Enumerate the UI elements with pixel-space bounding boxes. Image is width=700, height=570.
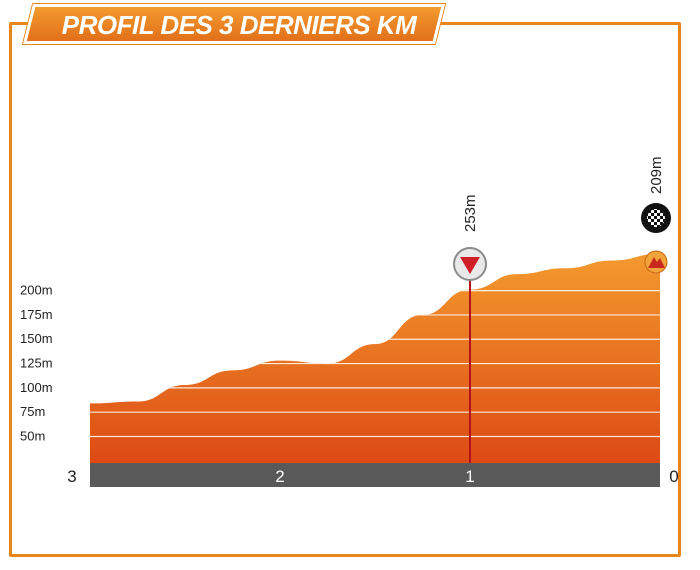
y-tick-label: 100m: [20, 380, 53, 395]
distance-base-bar: [90, 463, 660, 487]
x-tick-label: 2: [275, 467, 284, 486]
climb-elevation-label: 253m: [462, 194, 479, 232]
elevation-area: [90, 253, 660, 463]
chart-title: PROFIL DES 3 DERNIERS KM: [61, 10, 417, 40]
y-tick-label: 200m: [20, 283, 53, 298]
summit-finish-icon: [644, 250, 668, 274]
y-tick-label: 175m: [20, 307, 53, 322]
y-tick-label: 150m: [20, 331, 53, 346]
red-triangle-marker-icon: [453, 247, 487, 281]
y-tick-label: 125m: [20, 356, 53, 371]
finish-elevation-label: 209m: [648, 156, 665, 194]
x-tick-label: 1: [465, 467, 474, 486]
y-tick-label: 50m: [20, 428, 45, 443]
x-tick-label: 3: [67, 467, 76, 486]
y-tick-label: 75m: [20, 404, 45, 419]
checkered-flag-icon: [641, 203, 671, 233]
x-tick-label: 0: [669, 467, 678, 486]
